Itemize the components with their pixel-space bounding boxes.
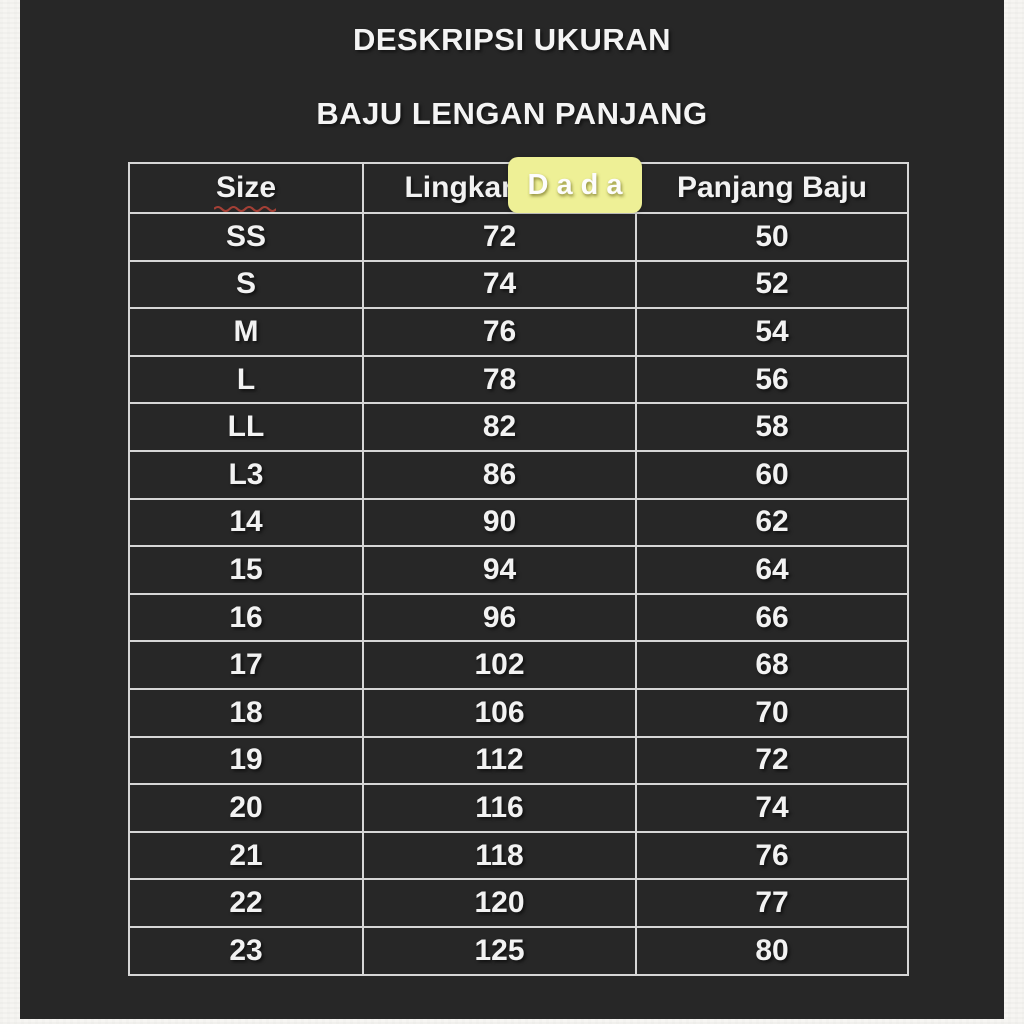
- table-cell: 78: [362, 354, 637, 405]
- table-cell: 17: [128, 640, 364, 690]
- table-cell: 76: [635, 830, 909, 881]
- table-cell: 56: [635, 354, 909, 405]
- table-cell: 62: [635, 497, 909, 548]
- table-cell: 74: [362, 259, 637, 310]
- table-cell: 58: [635, 402, 909, 452]
- table-cell: 74: [635, 783, 909, 833]
- size-table-body: SS 72 50 S 74 52 M 76 54 L 78 56 LL 82 58 L3 86 60 14 90 62 1…: [128, 212, 909, 976]
- table-cell: 102: [362, 640, 637, 690]
- table-cell: 54: [635, 307, 909, 357]
- table-cell: 21: [128, 830, 364, 881]
- table-cell: 22: [128, 878, 364, 928]
- highlight-overlay-text: D a d a: [527, 168, 623, 201]
- table-row: 19 112 72: [128, 735, 909, 786]
- size-table: Size Lingkar Dada Panjang Baju SS 72 50 S 7: [128, 162, 909, 976]
- table-cell: 70: [635, 687, 909, 738]
- table-row: L 78 56: [128, 354, 909, 405]
- table-cell: S: [128, 259, 364, 310]
- table-cell: 80: [635, 925, 909, 976]
- table-cell: 76: [362, 307, 637, 357]
- table-row: 20 116 74: [128, 783, 909, 833]
- table-cell: 72: [362, 212, 637, 262]
- table-cell: 15: [128, 545, 364, 595]
- table-cell: 90: [362, 497, 637, 548]
- table-cell: L3: [128, 449, 364, 500]
- panjang-baju-header-label: Panjang Baju: [676, 171, 868, 204]
- table-cell: 82: [362, 402, 637, 452]
- page-title: DESKRIPSI UKURAN: [352, 22, 672, 57]
- table-cell: 60: [635, 449, 909, 500]
- table-cell: 64: [635, 545, 909, 595]
- table-row: M 76 54: [128, 307, 909, 357]
- table-cell: 94: [362, 545, 637, 595]
- text-highlight-overlay: D a d a: [508, 157, 642, 213]
- table-cell: 19: [128, 735, 364, 786]
- table-row: L3 86 60: [128, 449, 909, 500]
- table-cell: 116: [362, 783, 637, 833]
- table-cell: 14: [128, 497, 364, 548]
- table-cell: 23: [128, 925, 364, 976]
- table-row: 21 118 76: [128, 830, 909, 881]
- table-cell: 77: [635, 878, 909, 928]
- table-row: 18 106 70: [128, 687, 909, 738]
- size-chart-panel: DESKRIPSI UKURAN BAJU LENGAN PANJANG Siz…: [20, 0, 1004, 1019]
- table-cell: 72: [635, 735, 909, 786]
- table-row: 16 96 66: [128, 592, 909, 643]
- page-subtitle: BAJU LENGAN PANJANG: [316, 96, 708, 131]
- table-row: LL 82 58: [128, 402, 909, 452]
- table-cell: 118: [362, 830, 637, 881]
- table-cell: 50: [635, 212, 909, 262]
- table-row: 17 102 68: [128, 640, 909, 690]
- table-cell: 66: [635, 592, 909, 643]
- table-cell: 106: [362, 687, 637, 738]
- table-row: 15 94 64: [128, 545, 909, 595]
- table-row: 22 120 77: [128, 878, 909, 928]
- table-row: SS 72 50: [128, 212, 909, 262]
- header-cell-panjang-baju: Panjang Baju: [635, 162, 909, 214]
- table-row: S 74 52: [128, 259, 909, 310]
- table-cell: M: [128, 307, 364, 357]
- table-cell: 20: [128, 783, 364, 833]
- table-cell: 68: [635, 640, 909, 690]
- size-header-wrap: Size: [213, 171, 277, 212]
- table-row: 23 125 80: [128, 925, 909, 976]
- table-cell: 16: [128, 592, 364, 643]
- table-cell: 96: [362, 592, 637, 643]
- size-header-label: Size: [215, 171, 277, 204]
- table-cell: L: [128, 354, 364, 405]
- header-cell-size: Size: [128, 162, 364, 214]
- table-cell: 86: [362, 449, 637, 500]
- table-cell: SS: [128, 212, 364, 262]
- table-cell: 125: [362, 925, 637, 976]
- table-cell: LL: [128, 402, 364, 452]
- table-cell: 18: [128, 687, 364, 738]
- table-cell: 112: [362, 735, 637, 786]
- table-cell: 52: [635, 259, 909, 310]
- spellcheck-squiggle-icon: [213, 205, 277, 212]
- table-cell: 120: [362, 878, 637, 928]
- table-row: 14 90 62: [128, 497, 909, 548]
